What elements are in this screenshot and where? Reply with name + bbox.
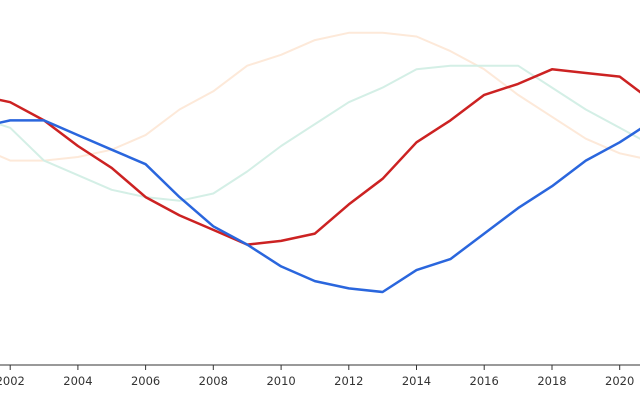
series-line-1	[0, 31, 640, 162]
series-line-2	[0, 64, 640, 202]
x-tick-label-2018: 2018	[537, 374, 566, 388]
x-tick-label-2004: 2004	[63, 374, 92, 388]
series-line-3	[0, 68, 640, 246]
series-layer	[0, 31, 640, 294]
x-tick-label-2002: 2002	[0, 374, 25, 388]
series-line-4	[0, 119, 640, 294]
x-tick-label-2010: 2010	[266, 374, 295, 388]
x-tick-label-2016: 2016	[470, 374, 499, 388]
x-axis-ticks: 2002 2004 2006 2008 2010 2012 2014 2016 2018 2020	[0, 365, 634, 388]
x-tick-label-2020: 2020	[605, 374, 634, 388]
x-tick-label-2014: 2014	[402, 374, 431, 388]
x-tick-label-2008: 2008	[199, 374, 228, 388]
x-tick-label-2012: 2012	[334, 374, 363, 388]
x-tick-label-2006: 2006	[131, 374, 160, 388]
